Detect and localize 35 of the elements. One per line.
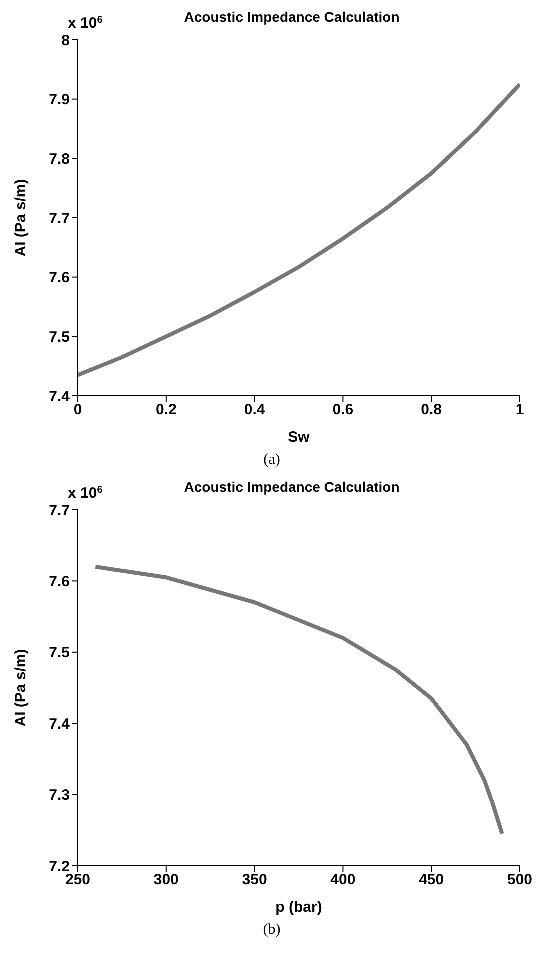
y-tick-label: 7.7 <box>49 210 70 228</box>
y-tick-label: 8 <box>62 32 70 50</box>
y-axis-title: AI (Pa s/m) <box>12 649 30 727</box>
y-tick-label: 7.3 <box>49 787 70 804</box>
x-tick-label: 0.6 <box>332 402 354 419</box>
line-series <box>78 82 520 378</box>
x-tick-label: 0 <box>74 402 82 419</box>
y-tick-label: 7.9 <box>49 92 70 109</box>
text: x 10$^{6}$ <box>68 14 104 32</box>
chart-title: Acoustic Impedance Calculation <box>184 9 400 25</box>
x-axis-title: p (bar) <box>276 899 322 916</box>
x-tick-label: 0.8 <box>421 402 442 419</box>
x-tick-label: 350 <box>242 872 268 889</box>
x-tick-label: 500 <box>507 872 533 889</box>
y-tick-label: 7.4 <box>49 716 71 733</box>
chart-title: Acoustic Impedance Calculation <box>184 479 400 495</box>
x-tick-label: 300 <box>154 872 179 889</box>
text: (b) <box>262 922 282 939</box>
x-tick-label: 0.4 <box>244 402 266 419</box>
x-axis-title: Sw <box>288 429 310 446</box>
x-tick-label: 1 <box>516 402 524 419</box>
y-tick-label: 7.5 <box>49 328 70 346</box>
y-tick-label: 7.4 <box>49 388 71 406</box>
text: x 10$^{6}$ <box>68 484 104 502</box>
y-tick-label: 7.5 <box>49 644 70 662</box>
line-series <box>94 564 504 836</box>
y-tick-label: 7.6 <box>49 270 70 287</box>
y-tick-label: 7.7 <box>49 502 70 520</box>
y-axis-title: AI (Pa s/m) <box>12 179 30 257</box>
x-tick-label: 0.2 <box>156 402 177 419</box>
x-tick-label: 450 <box>419 872 444 889</box>
y-tick-label: 7.8 <box>49 150 70 168</box>
y-tick-label: 7.6 <box>49 574 70 591</box>
text: (a) <box>262 452 282 469</box>
x-tick-label: 400 <box>330 872 356 889</box>
